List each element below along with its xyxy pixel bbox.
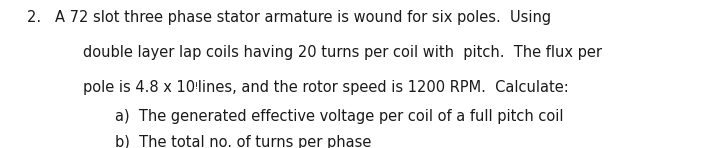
- Text: a)  The generated effective voltage per coil of a full pitch coil: a) The generated effective voltage per c…: [115, 109, 564, 124]
- Text: double layer lap coils having 20 turns per coil with  pitch.  The flux per: double layer lap coils having 20 turns p…: [83, 45, 602, 60]
- Text: b)  The total no. of turns per phase: b) The total no. of turns per phase: [115, 135, 372, 148]
- Text: pole is 4.8 x 10ᵎlines, and the rotor speed is 1200 RPM.  Calculate:: pole is 4.8 x 10ᵎlines, and the rotor sp…: [83, 80, 569, 95]
- Text: 2.   A 72 slot three phase stator armature is wound for six poles.  Using: 2. A 72 slot three phase stator armature…: [27, 10, 552, 25]
